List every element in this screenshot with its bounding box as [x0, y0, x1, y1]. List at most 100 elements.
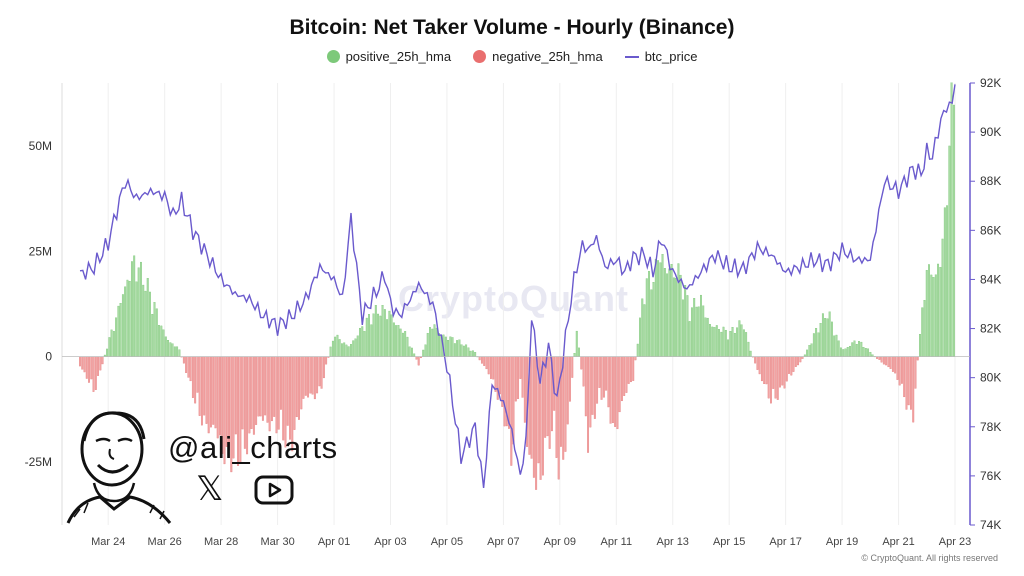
positive-bar [821, 313, 824, 357]
positive-bar [650, 289, 653, 357]
legend: positive_25h_hma negative_25h_hma btc_pr… [0, 49, 1024, 64]
negative-bar [596, 356, 599, 404]
negative-bar [776, 356, 779, 400]
x-tick-label: Apr 15 [713, 536, 745, 548]
negative-bar [219, 356, 221, 436]
negative-bar [630, 356, 632, 383]
positive-bar [645, 278, 648, 357]
positive-bar [657, 260, 660, 357]
positive-bar [939, 267, 942, 357]
positive-bar [456, 340, 459, 357]
negative-bar [90, 356, 93, 380]
positive-bar [108, 337, 111, 357]
copyright-notice: © CryptoQuant. All rights reserved [861, 553, 998, 563]
negative-bar [632, 356, 635, 381]
positive-bar [661, 254, 664, 357]
negative-bar [214, 356, 217, 429]
negative-bar [894, 356, 897, 374]
positive-bar [745, 332, 748, 357]
negative-bar [85, 356, 88, 379]
positive-bar [119, 303, 122, 357]
positive-bar [636, 343, 639, 357]
legend-swatch-negative [473, 50, 487, 63]
positive-bar [392, 322, 395, 357]
negative-bar [580, 356, 583, 370]
negative-bar [88, 356, 90, 383]
positive-bar [921, 307, 924, 357]
positive-bar [812, 333, 815, 357]
positive-bar [363, 331, 366, 357]
negative-bar [779, 356, 781, 388]
negative-bar [248, 356, 251, 434]
positive-bar [453, 343, 456, 357]
negative-bar [257, 356, 260, 417]
negative-bar [92, 356, 95, 392]
negative-bar [882, 356, 885, 365]
negative-bar [250, 356, 253, 429]
positive-bar [462, 345, 465, 357]
positive-bar [722, 326, 725, 357]
negative-bar [783, 356, 786, 389]
positive-bar [130, 261, 133, 357]
y-right-tick-label: 74K [980, 518, 1001, 532]
positive-bar [704, 317, 707, 357]
positive-bar [738, 320, 741, 357]
positive-bar [930, 274, 933, 357]
positive-bar [749, 350, 752, 357]
legend-item-positive[interactable]: positive_25h_hma [326, 49, 451, 64]
positive-bar [413, 353, 416, 357]
positive-bar [110, 329, 113, 357]
negative-bar [501, 356, 504, 407]
negative-bar [598, 356, 601, 388]
negative-bar [191, 356, 194, 398]
negative-bar [564, 356, 567, 452]
legend-item-price[interactable]: btc_price [624, 49, 698, 64]
positive-bar [151, 314, 154, 357]
positive-bar [928, 264, 930, 357]
negative-bar [584, 356, 587, 417]
positive-bar [137, 267, 140, 357]
negative-bar [605, 356, 608, 391]
positive-bar [853, 340, 856, 357]
positive-bar [426, 333, 429, 357]
positive-bar [388, 310, 391, 357]
positive-bar [331, 340, 334, 357]
x-tick-label: Apr 11 [600, 536, 632, 548]
positive-bar [702, 305, 705, 357]
positive-bar [352, 340, 355, 357]
positive-bar [429, 327, 431, 357]
positive-bar [736, 327, 739, 357]
negative-bar [880, 356, 883, 363]
negative-bar [794, 356, 797, 367]
positive-bar [711, 326, 714, 357]
negative-bar [889, 356, 892, 369]
negative-bar [790, 356, 793, 376]
negative-bar [259, 356, 262, 417]
positive-bar [740, 324, 743, 357]
positive-bar [943, 207, 946, 357]
negative-bar [487, 356, 490, 375]
positive-bar [672, 277, 675, 357]
positive-bar [433, 324, 436, 357]
negative-bar [532, 356, 535, 478]
positive-bar [447, 340, 450, 357]
negative-bar [198, 356, 201, 416]
positive-bar [941, 238, 944, 357]
negative-bar [569, 356, 571, 402]
positive-bar [467, 347, 470, 357]
x-tick-label: Apr 09 [544, 536, 576, 548]
negative-bar [205, 356, 208, 424]
positive-bar [666, 273, 669, 357]
positive-bar [828, 311, 831, 357]
legend-label-price: btc_price [644, 49, 698, 64]
legend-item-negative[interactable]: negative_25h_hma [473, 49, 603, 64]
positive-bar [700, 294, 702, 357]
negative-bar [799, 356, 802, 363]
negative-bar [187, 356, 190, 378]
positive-bar [575, 330, 578, 357]
negative-bar [582, 356, 585, 387]
positive-bar [923, 300, 926, 357]
negative-bar [99, 356, 102, 371]
positive-bar [329, 346, 332, 357]
positive-bar [742, 329, 745, 357]
